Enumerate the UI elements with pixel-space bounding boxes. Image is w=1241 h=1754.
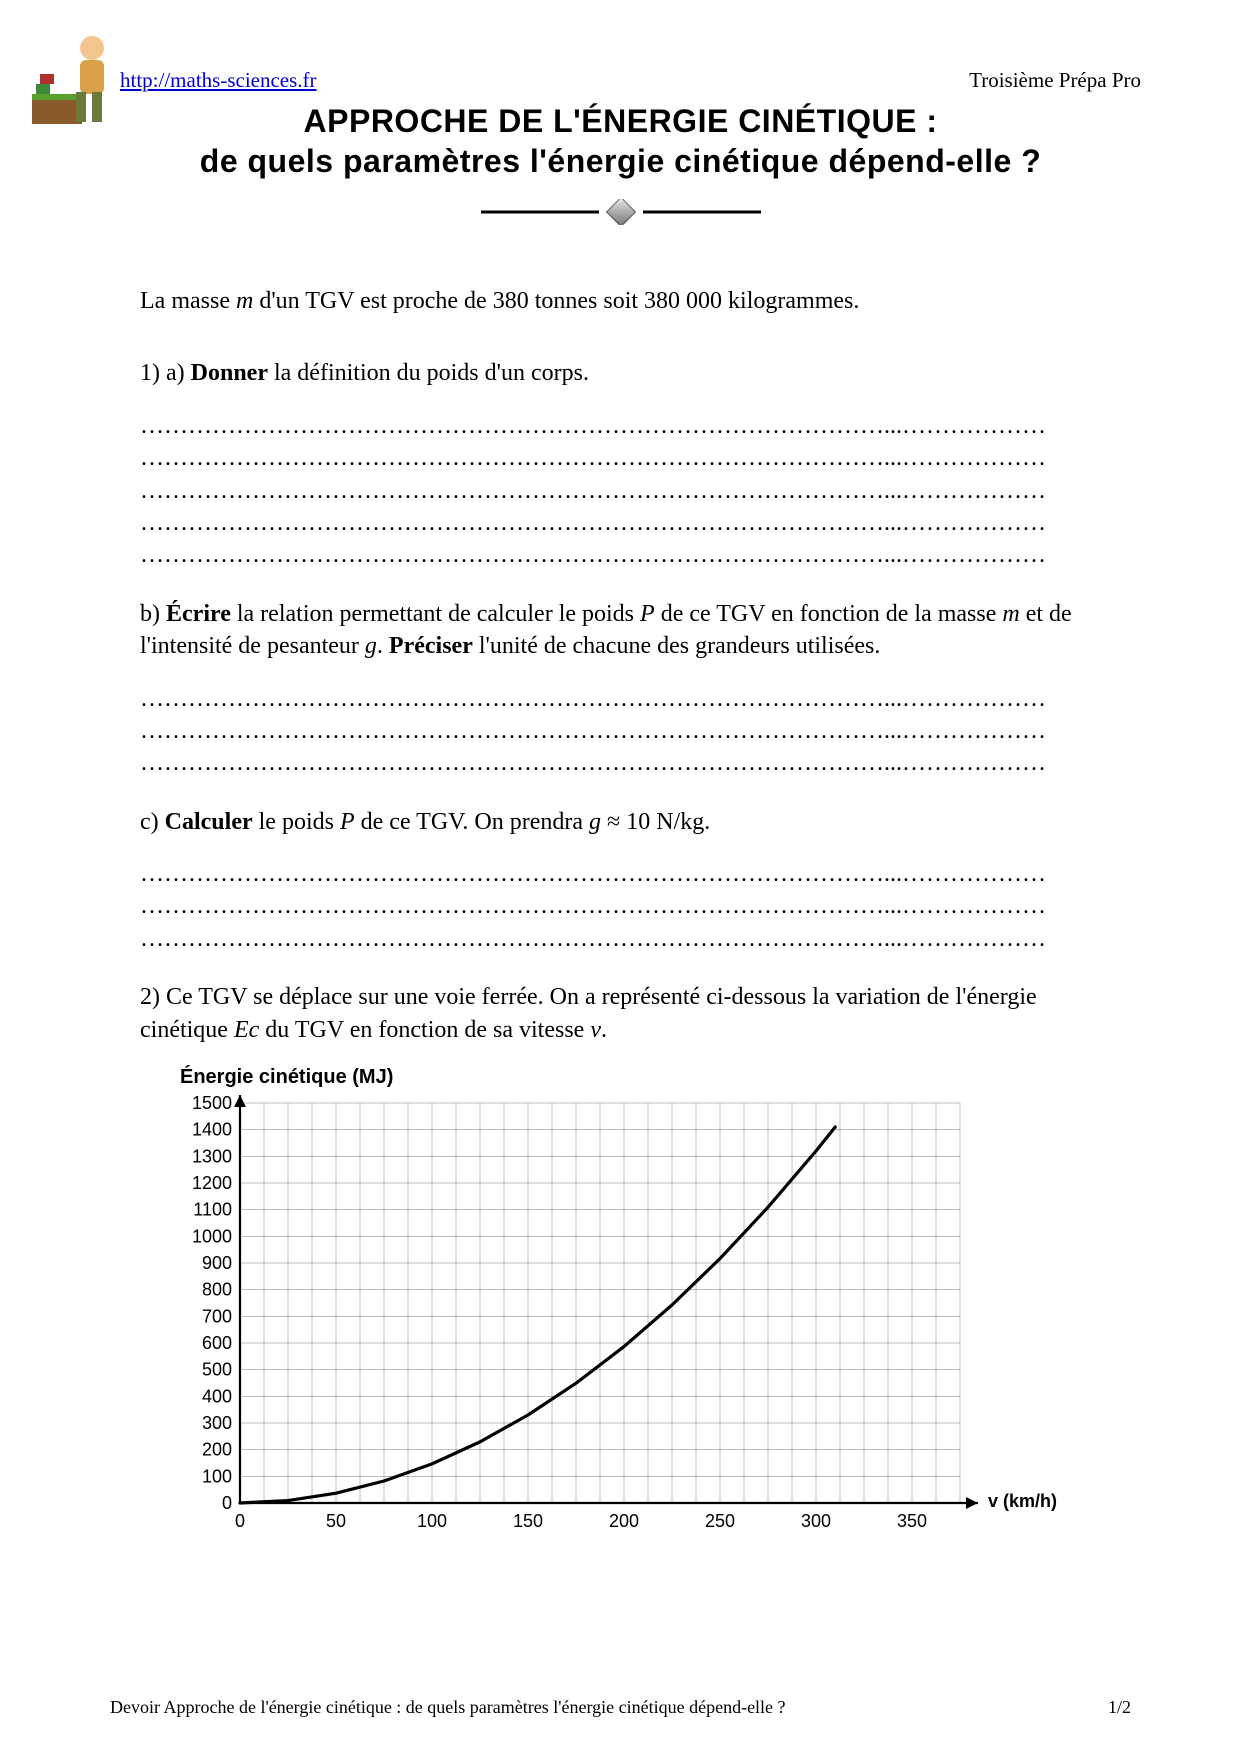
footer-text: Devoir Approche de l'énergie cinétique :… [110, 1697, 786, 1718]
page: http://maths-sciences.fr Troisième Prépa… [0, 0, 1241, 1754]
header-row: http://maths-sciences.fr Troisième Prépa… [40, 40, 1201, 93]
title-line-1: APPROCHE DE L'ÉNERGIE CINÉTIQUE : [40, 101, 1201, 141]
page-footer: Devoir Approche de l'énergie cinétique :… [110, 1697, 1131, 1718]
dotted-line: …………………………………………………………………………………...……………… [140, 475, 1101, 507]
q1b: b) Écrire la relation permettant de calc… [140, 598, 1101, 663]
svg-text:250: 250 [705, 1511, 735, 1531]
q1a-prefix: 1) a) [140, 360, 191, 386]
var-P: P [640, 601, 655, 627]
svg-text:800: 800 [202, 1280, 232, 1300]
svg-text:150: 150 [513, 1511, 543, 1531]
var-g: g [365, 633, 377, 659]
dotted-line: …………………………………………………………………………………...……………… [140, 539, 1101, 571]
q1b-dot: . [377, 633, 389, 659]
var-m: m [236, 288, 253, 314]
svg-text:200: 200 [202, 1440, 232, 1460]
var-g2: g [589, 809, 601, 835]
q1b-mid1: la relation permettant de calculer le po… [231, 601, 640, 627]
svg-text:100: 100 [417, 1511, 447, 1531]
intro-paragraph: La masse m d'un TGV est proche de 380 to… [140, 285, 1101, 317]
answer-lines-b: …………………………………………………………………………………...………………… [140, 683, 1101, 780]
site-link[interactable]: http://maths-sciences.fr [120, 68, 317, 93]
var-v: v [590, 1017, 601, 1043]
svg-text:1300: 1300 [192, 1146, 232, 1166]
q1b-prefix: b) [140, 601, 166, 627]
level-label: Troisième Prépa Pro [969, 68, 1141, 93]
q1b-verb2: Préciser [389, 633, 473, 659]
q2: 2) Ce TGV se déplace sur une voie ferrée… [140, 981, 1101, 1046]
dotted-line: …………………………………………………………………………………...……………… [140, 858, 1101, 890]
svg-text:900: 900 [202, 1253, 232, 1273]
var-P2: P [340, 809, 355, 835]
title-line-2: de quels paramètres l'énergie cinétique … [40, 141, 1201, 181]
svg-text:1100: 1100 [193, 1200, 232, 1220]
title-block: APPROCHE DE L'ÉNERGIE CINÉTIQUE : de que… [40, 101, 1201, 181]
q1c-verb: Calculer [165, 809, 253, 835]
q1c: c) Calculer le poids P de ce TGV. On pre… [140, 806, 1101, 838]
svg-text:0: 0 [235, 1511, 245, 1531]
title-divider [40, 199, 1201, 225]
q1b-rest: l'unité de chacune des grandeurs utilisé… [473, 633, 881, 659]
page-number: 1/2 [1108, 1697, 1131, 1718]
chart-x-axis-label: v (km/h) [988, 1491, 1057, 1511]
svg-text:500: 500 [202, 1360, 232, 1380]
q1b-mid2: de ce TGV en fonction de la masse [655, 601, 1003, 627]
svg-text:200: 200 [609, 1511, 639, 1531]
dotted-line: …………………………………………………………………………………...……………… [140, 923, 1101, 955]
content-body: La masse m d'un TGV est proche de 380 to… [140, 285, 1101, 1552]
svg-text:350: 350 [897, 1511, 927, 1531]
dotted-line: …………………………………………………………………………………...……………… [140, 683, 1101, 715]
dotted-line: …………………………………………………………………………………...……………… [140, 747, 1101, 779]
svg-text:400: 400 [202, 1386, 232, 1406]
svg-text:1000: 1000 [192, 1226, 232, 1246]
q1a: 1) a) Donner la définition du poids d'un… [140, 357, 1101, 389]
dotted-line: …………………………………………………………………………………...……………… [140, 410, 1101, 442]
var-Ec: Ec [234, 1017, 259, 1043]
chart-svg: 0100200300400500600700800900100011001200… [180, 1093, 1060, 1543]
q1c-rest: ≈ 10 N/kg. [601, 809, 710, 835]
svg-text:300: 300 [801, 1511, 831, 1531]
chart-y-axis-title: Énergie cinétique (MJ) [180, 1064, 1101, 1091]
q1b-verb: Écrire [166, 601, 231, 627]
svg-text:100: 100 [202, 1466, 232, 1486]
svg-text:1500: 1500 [192, 1093, 232, 1113]
q2-mid: du TGV en fonction de sa vitesse [259, 1017, 590, 1043]
dotted-line: …………………………………………………………………………………...……………… [140, 442, 1101, 474]
svg-text:1200: 1200 [192, 1173, 232, 1193]
q1a-verb: Donner [191, 360, 268, 386]
dotted-line: …………………………………………………………………………………...……………… [140, 507, 1101, 539]
svg-text:0: 0 [222, 1493, 232, 1513]
svg-text:600: 600 [202, 1333, 232, 1353]
intro-text-after: d'un TGV est proche de 380 tonnes soit 3… [253, 288, 859, 314]
svg-text:1400: 1400 [192, 1120, 232, 1140]
kinetic-energy-chart: Énergie cinétique (MJ) 01002003004005006… [180, 1064, 1101, 1552]
var-m2: m [1002, 601, 1019, 627]
q1c-prefix: c) [140, 809, 165, 835]
svg-text:300: 300 [202, 1413, 232, 1433]
q1c-mid2: de ce TGV. On prendra [355, 809, 589, 835]
answer-lines-c: …………………………………………………………………………………...………………… [140, 858, 1101, 955]
svg-text:50: 50 [326, 1511, 346, 1531]
q1c-mid1: le poids [253, 809, 340, 835]
q2-end: . [601, 1017, 607, 1043]
answer-lines-a: …………………………………………………………………………………...………………… [140, 410, 1101, 572]
logo-illustration [30, 28, 120, 128]
dotted-line: …………………………………………………………………………………...……………… [140, 890, 1101, 922]
q1a-rest: la définition du poids d'un corps. [268, 360, 589, 386]
intro-text-before: La masse [140, 288, 236, 314]
svg-text:700: 700 [202, 1306, 232, 1326]
dotted-line: …………………………………………………………………………………...……………… [140, 715, 1101, 747]
